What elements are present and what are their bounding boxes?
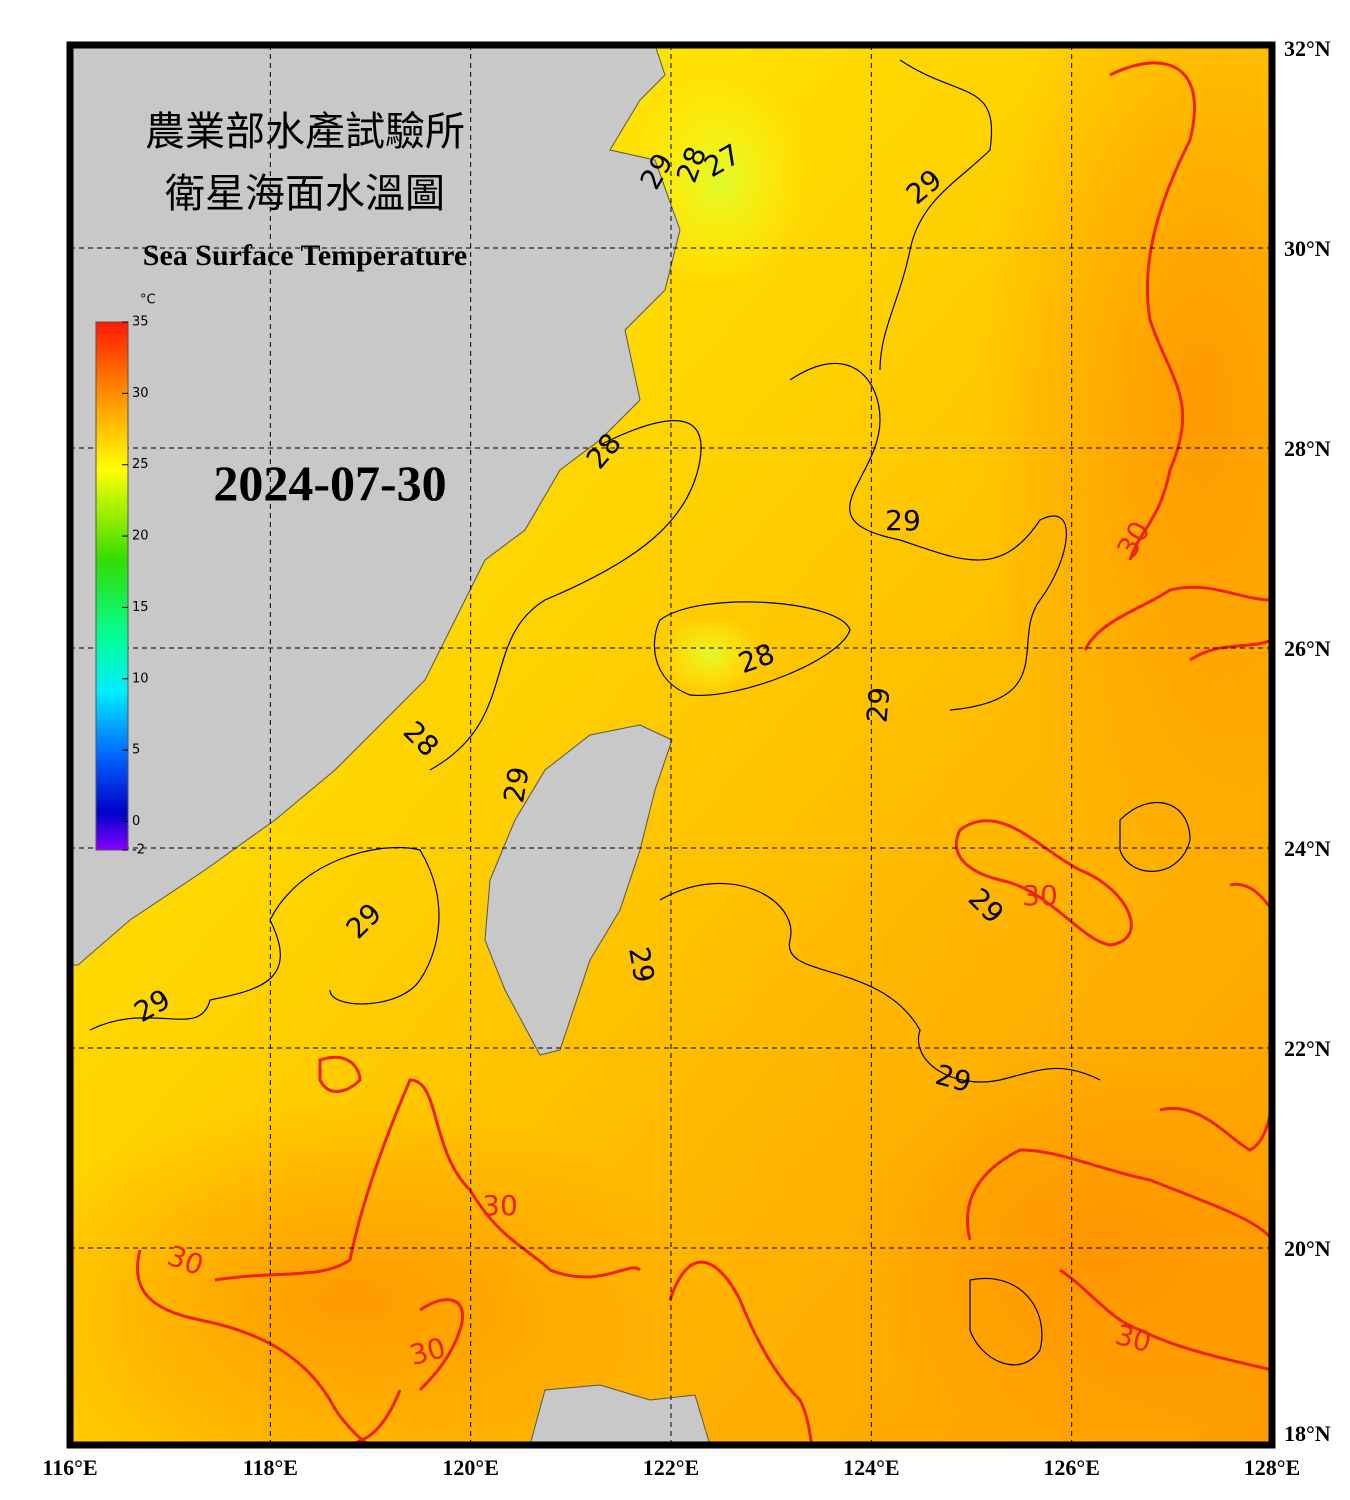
colorbar-tick-label: -2 — [132, 843, 145, 858]
contour-line — [668, 1260, 814, 1445]
lat-label: 28°N — [1284, 436, 1331, 461]
contour-label: 29 — [885, 504, 921, 537]
colorbar-tick-label: 5 — [132, 743, 140, 758]
lat-label: 30°N — [1284, 236, 1331, 261]
contour-line — [789, 362, 1067, 711]
lon-label: 126°E — [1043, 1455, 1099, 1480]
lon-label: 128°E — [1244, 1455, 1300, 1480]
warm-area — [70, 1100, 700, 1445]
colorbar-tick-label: 30 — [132, 386, 149, 401]
colorbar-tick-label: 15 — [132, 600, 149, 615]
contour-line — [318, 1056, 362, 1093]
title-en: Sea Surface Temperature — [143, 239, 467, 272]
luzon — [529, 1384, 711, 1445]
lat-label: 24°N — [1284, 836, 1331, 861]
contour-line — [965, 1148, 1272, 1241]
graticule — [70, 45, 1272, 1445]
lon-label: 122°E — [643, 1455, 699, 1480]
lat-label: 18°N — [1284, 1421, 1331, 1446]
contour-label: 29 — [861, 686, 897, 724]
contour-line — [136, 1249, 371, 1445]
title-zh-2: 衛星海面水溫圖 — [165, 171, 445, 216]
contour-line — [879, 59, 992, 371]
contour-line — [653, 601, 851, 697]
colorbar-tick-label: 25 — [132, 457, 149, 472]
cool-area — [660, 615, 760, 695]
colorbar-tick-label: 10 — [132, 671, 149, 686]
lat-label: 32°N — [1284, 36, 1331, 61]
title-zh-1: 農業部水產試驗所 — [145, 109, 465, 154]
contour-label: 29 — [497, 764, 536, 805]
taiwan — [484, 724, 673, 1056]
lat-label: 26°N — [1284, 636, 1331, 661]
map-frame — [66, 41, 1276, 1449]
contours-black — [89, 59, 1191, 1366]
lon-label: 124°E — [843, 1455, 899, 1480]
colorbar-tick-label: 20 — [132, 529, 149, 544]
contour-line — [659, 882, 1101, 1083]
lon-label: 120°E — [442, 1455, 498, 1480]
mainland-china — [70, 45, 681, 966]
contour-label: 30 — [1022, 879, 1058, 912]
contour-line — [1059, 1268, 1272, 1372]
warm-area — [980, 45, 1272, 900]
colorbar-tick-label: 0 — [132, 814, 140, 829]
contour-line — [214, 1078, 642, 1282]
colorbar-ticks: 35 30 25 20 15 10 5 0 -2 — [122, 315, 149, 858]
lat-label: 22°N — [1284, 1036, 1331, 1061]
contour-label: 29 — [622, 944, 661, 985]
contour-label: 30 — [482, 1189, 518, 1222]
contour-line — [1109, 61, 1196, 561]
date: 2024-07-30 — [213, 455, 446, 511]
lon-label: 116°E — [42, 1455, 97, 1480]
colorbar-tick-label: 35 — [132, 315, 149, 330]
contour-line — [969, 1277, 1043, 1366]
colorbar-unit: °C — [140, 293, 156, 308]
colorbar — [95, 321, 129, 851]
axis-labels: 32°N 30°N 28°N 26°N 24°N 22°N 20°N 18°N 116°E 118… — [42, 36, 1330, 1480]
contour-line — [1083, 585, 1272, 662]
contours-red — [136, 61, 1272, 1445]
lat-label: 20°N — [1284, 1236, 1331, 1261]
contour-line — [1119, 802, 1191, 872]
contour-line — [89, 846, 440, 1031]
contour-line — [954, 819, 1133, 947]
contour-line — [429, 420, 702, 771]
lon-label: 118°E — [243, 1455, 298, 1480]
